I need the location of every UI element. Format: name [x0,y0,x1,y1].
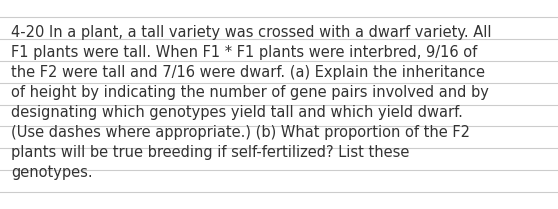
Text: 4-20 In a plant, a tall variety was crossed with a dwarf variety. All
F1 plants : 4-20 In a plant, a tall variety was cros… [11,25,492,180]
